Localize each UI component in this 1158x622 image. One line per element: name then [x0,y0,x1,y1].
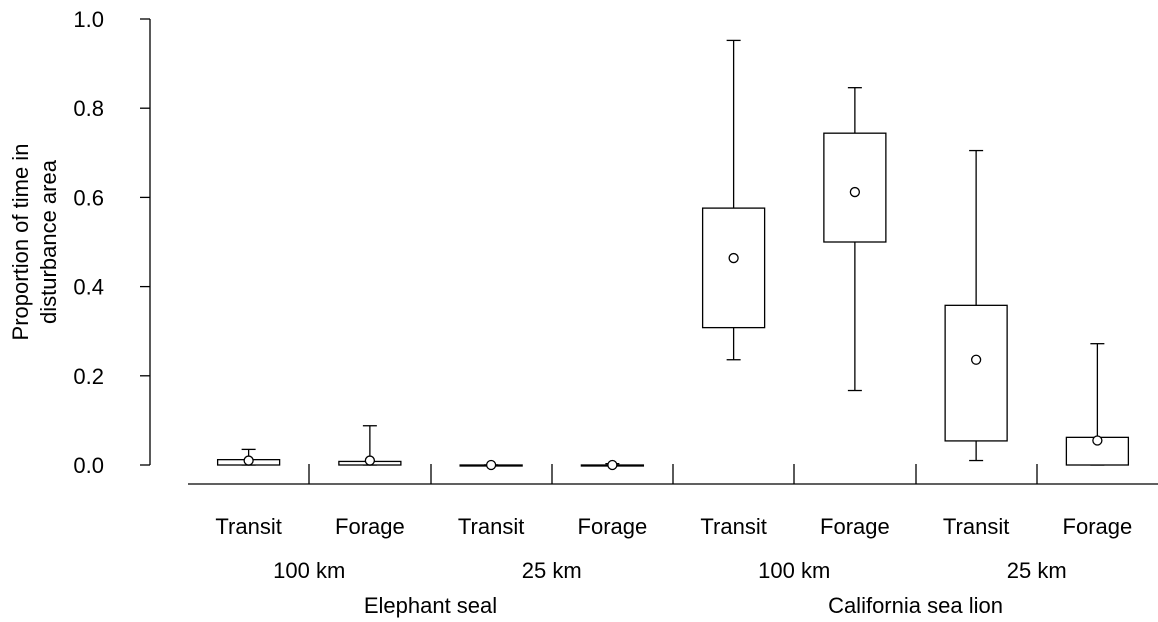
x-axis [188,464,1158,485]
y-tick-label: 1.0 [73,7,104,32]
box-group [216,448,281,466]
species-label: California sea lion [828,593,1003,618]
y-axis: 0.0 0.2 0.4 0.6 0.8 1.0 [73,7,151,478]
box-iqr [944,304,1008,442]
box-group [1065,343,1130,466]
distance-label: 25 km [522,558,582,583]
behavior-label: Forage [335,514,405,539]
y-tick-label: 0.6 [73,185,104,210]
y-axis-label-line2: disturbance area [36,159,61,324]
distance-label: 100 km [758,558,830,583]
median-marker [849,186,861,198]
distance-label: 25 km [1007,558,1067,583]
box-group [338,425,402,466]
y-tick-label: 0.0 [73,453,104,478]
y-tick-label: 0.4 [73,275,104,300]
median-marker [607,459,618,471]
median-marker [485,459,497,471]
boxes [216,39,1130,471]
box-group [944,149,1008,462]
box-group [580,459,645,471]
y-axis-label-line1: Proportion of time in [8,144,33,341]
y-tick-label: 0.2 [73,364,104,389]
distance-label: 100 km [273,558,345,583]
median-marker [1092,435,1103,446]
behavior-label: Forage [820,514,890,539]
behavior-label: Transit [215,514,281,539]
box-group [823,87,887,392]
x-labels: Transit Forage Transit Forage Transit Forage T… [215,514,1132,618]
behavior-label: Transit [458,514,524,539]
y-tick-label: 0.8 [73,96,104,121]
box-group [701,39,766,361]
behavior-label: Transit [943,514,1009,539]
median-marker [364,455,376,466]
species-label: Elephant seal [364,593,497,618]
median-marker [243,455,254,466]
median-marker [728,252,739,264]
box-iqr [1065,436,1130,466]
behavior-label: Transit [700,514,766,539]
box-iqr [701,207,766,329]
behavior-label: Forage [1063,514,1133,539]
box-group [459,459,523,471]
median-marker [970,354,982,365]
behavior-label: Forage [578,514,648,539]
